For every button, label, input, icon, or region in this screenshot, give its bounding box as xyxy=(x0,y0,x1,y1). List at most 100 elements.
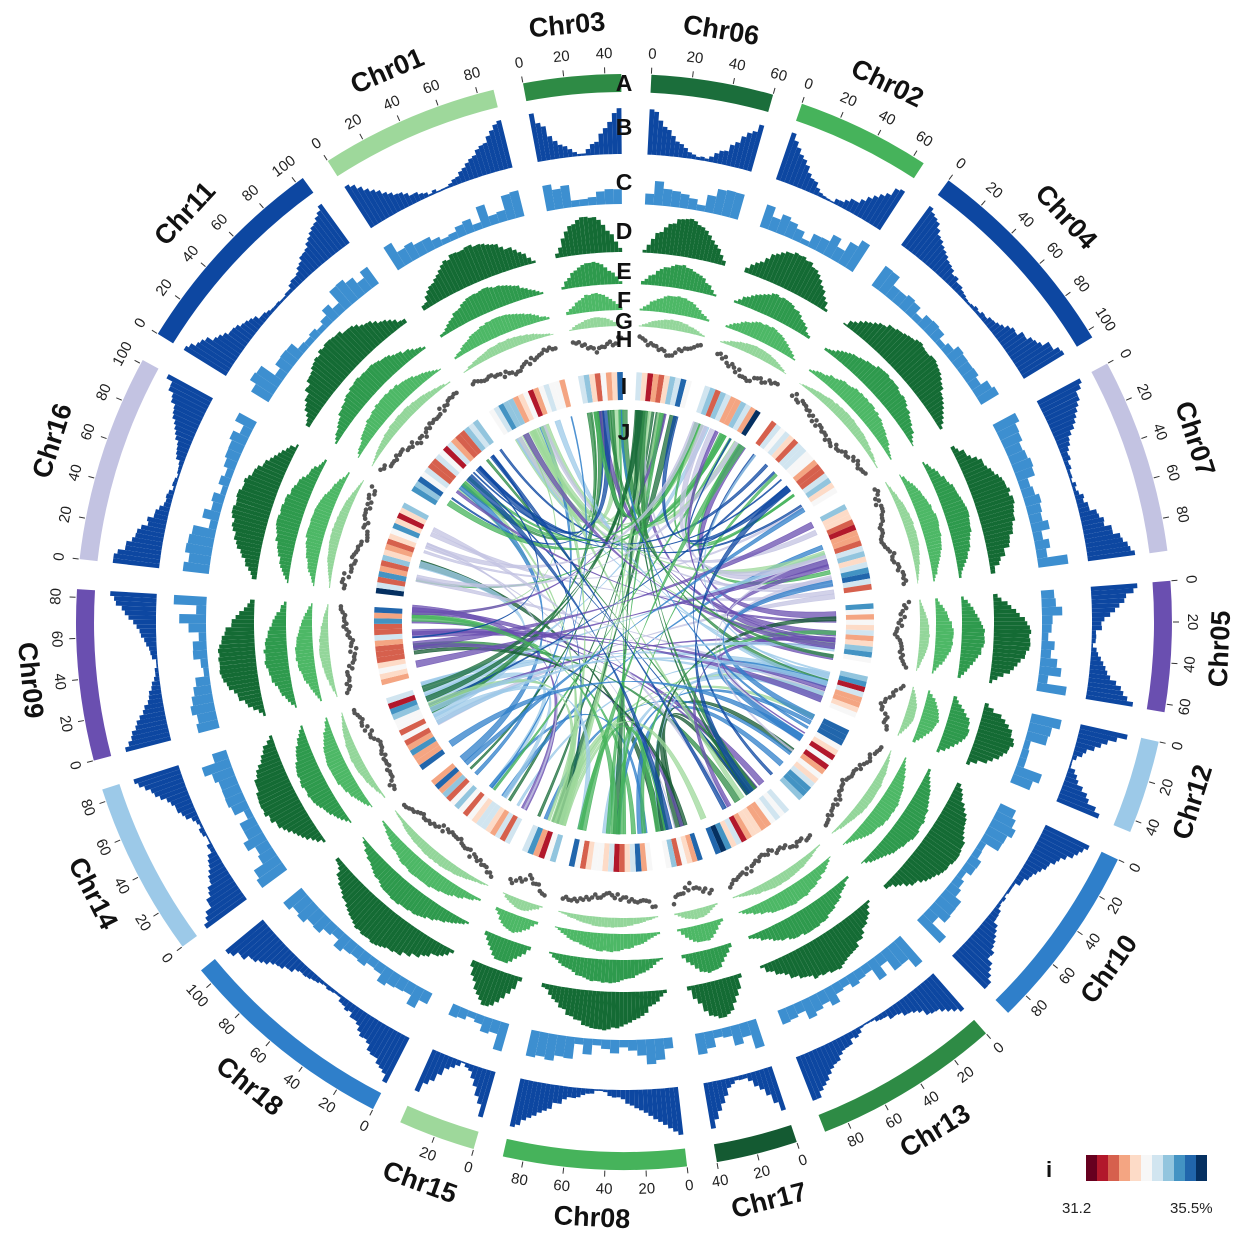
heatmap-cell xyxy=(485,806,505,833)
histogram-bar xyxy=(416,398,424,406)
histogram-bar xyxy=(321,838,326,843)
histogram-bar xyxy=(987,548,1005,556)
histogram-bar xyxy=(675,320,680,331)
chromosome-label: Chr04 xyxy=(1029,178,1103,255)
histogram-bar xyxy=(876,189,906,231)
histogram-bar xyxy=(271,623,286,627)
histogram-bar xyxy=(812,938,835,974)
histogram-bar xyxy=(787,867,796,877)
histogram-bar xyxy=(860,798,870,807)
histogram-bar xyxy=(204,895,247,929)
histogram-bar xyxy=(578,957,585,977)
synteny-link xyxy=(578,443,746,831)
histogram-bar xyxy=(728,323,733,329)
histogram-bar xyxy=(912,851,942,876)
track-f-density xyxy=(294,292,954,953)
histogram-bar xyxy=(579,931,585,945)
histogram-bar xyxy=(903,521,914,528)
histogram-bar xyxy=(294,961,306,972)
histogram-bar xyxy=(854,830,864,840)
histogram-bar xyxy=(114,596,157,603)
histogram-bar xyxy=(692,909,699,920)
heatmap-cell xyxy=(675,836,688,866)
scatter-point xyxy=(759,380,764,385)
histogram-bar xyxy=(691,224,702,259)
heatmap-cell xyxy=(786,451,811,474)
histogram-bar xyxy=(897,732,900,736)
histogram-bar xyxy=(1087,550,1136,562)
histogram-bar xyxy=(736,973,742,979)
histogram-bar xyxy=(262,742,276,751)
heatmap-cell xyxy=(750,801,772,828)
histogram-bar xyxy=(526,257,533,265)
histogram-bar xyxy=(615,303,620,311)
histogram-bar xyxy=(843,388,859,403)
histogram-bar xyxy=(889,783,904,794)
histogram-bar xyxy=(540,333,545,338)
histogram-bar xyxy=(955,949,992,986)
scatter-point xyxy=(686,888,691,893)
synteny-link xyxy=(427,679,574,824)
histogram-bar xyxy=(359,443,366,450)
histogram-bar xyxy=(874,379,895,398)
histogram-bar xyxy=(911,221,940,256)
histogram-bar xyxy=(861,322,879,341)
histogram-bar xyxy=(411,894,428,915)
histogram-bar xyxy=(319,641,329,646)
histogram-bar xyxy=(658,990,664,997)
histogram-bar xyxy=(614,241,619,253)
histogram-bar xyxy=(699,313,705,321)
heatmap-cell xyxy=(645,373,654,402)
tick-label: 80 xyxy=(93,381,115,403)
heatmap-cell xyxy=(412,740,440,761)
histogram-bar xyxy=(795,948,813,977)
scatter-point xyxy=(365,529,370,535)
histogram-bar xyxy=(699,907,705,918)
heatmap-cell xyxy=(438,770,463,794)
histogram-bar xyxy=(470,363,475,369)
histogram-bar xyxy=(338,411,353,424)
heatmap-cell xyxy=(843,583,872,594)
synteny-link xyxy=(426,542,559,810)
histogram-bar xyxy=(899,509,908,516)
histogram-bar xyxy=(328,804,342,816)
histogram-bar xyxy=(774,875,783,886)
histogram-bar xyxy=(255,839,272,855)
histogram-bar xyxy=(934,895,956,916)
histogram-bar xyxy=(601,294,606,311)
histogram-bar xyxy=(650,321,655,328)
histogram-bar xyxy=(935,338,946,350)
histogram-bar xyxy=(474,359,480,366)
histogram-bar xyxy=(378,867,395,885)
histogram-bar xyxy=(1077,501,1089,509)
histogram-bar xyxy=(721,260,726,266)
histogram-bar xyxy=(317,348,350,378)
histogram-bar xyxy=(971,746,1000,760)
scatter-point xyxy=(851,454,856,460)
histogram-bar xyxy=(909,799,929,814)
histogram-bar xyxy=(993,640,1031,647)
histogram-bar xyxy=(822,893,836,910)
histogram-bar xyxy=(882,794,899,807)
histogram-bar xyxy=(887,452,892,458)
histogram-bar xyxy=(334,440,339,445)
histogram-bar xyxy=(842,819,848,826)
histogram-bar xyxy=(780,920,793,940)
histogram-bar xyxy=(903,715,914,722)
histogram-bar xyxy=(219,642,255,649)
histogram-bar xyxy=(811,389,818,396)
histogram-bar xyxy=(1075,498,1084,505)
heatmap-cell xyxy=(446,778,470,802)
histogram-bar xyxy=(310,468,321,476)
tick-mark xyxy=(323,154,328,161)
tick-label: 20 xyxy=(752,1162,772,1183)
histogram-bar xyxy=(258,315,267,323)
histogram-bar xyxy=(999,331,1018,347)
histogram-bar xyxy=(945,722,970,734)
histogram-bar xyxy=(935,604,943,609)
histogram-bar xyxy=(643,991,649,1013)
histogram-bar xyxy=(791,314,803,330)
histogram-bar xyxy=(859,962,873,975)
histogram-bar xyxy=(551,985,558,1000)
histogram-bar xyxy=(948,796,965,808)
